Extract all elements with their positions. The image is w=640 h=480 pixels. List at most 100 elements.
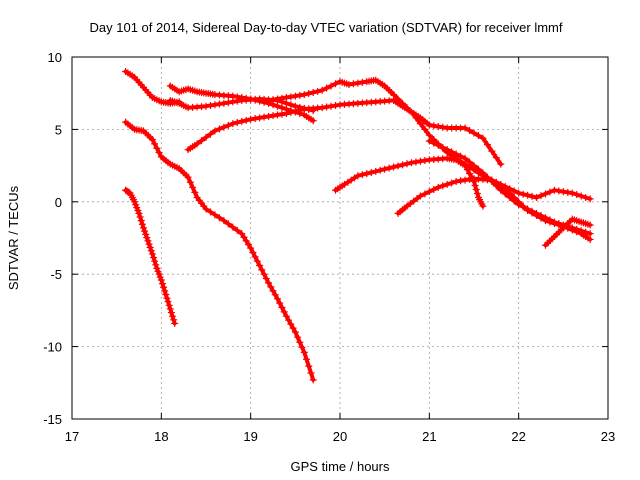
data-point-marker [242, 116, 250, 124]
data-point-marker [349, 80, 357, 88]
data-point-marker [211, 101, 219, 109]
data-point-marker [151, 257, 159, 265]
data-point-marker [273, 111, 281, 119]
data-point-marker [251, 115, 259, 123]
data-point-marker [249, 248, 257, 256]
data-point-marker [215, 214, 223, 222]
data-point-marker [198, 137, 206, 145]
data-point-marker [439, 144, 447, 151]
data-point-marker [202, 133, 210, 141]
data-point-marker [430, 185, 438, 193]
data-point-marker [265, 112, 273, 120]
data-point-marker [251, 253, 259, 261]
data-point-marker [160, 283, 168, 291]
data-point-marker [169, 312, 176, 320]
data-point-marker [184, 173, 192, 181]
data-point-marker [559, 188, 567, 196]
data-point-marker [224, 99, 232, 107]
data-point-marker [191, 188, 199, 196]
axis-ticks: 17 18 19 20 21 22 23 -15 -10 -5 0 5 10 [43, 50, 615, 444]
data-point-marker [416, 192, 424, 200]
data-point-marker [271, 291, 279, 299]
data-point-marker [206, 208, 214, 216]
data-point-marker [282, 312, 290, 320]
data-point-marker [309, 376, 317, 384]
data-point-marker [483, 173, 491, 181]
data-point-marker [139, 224, 147, 232]
data-point-marker [448, 148, 456, 156]
data-point-marker [151, 140, 159, 148]
data-point-marker [305, 90, 313, 98]
data-point-marker [305, 362, 313, 370]
data-point-marker [412, 114, 420, 122]
data-point-marker [258, 266, 266, 274]
data-point-marker [189, 183, 197, 191]
data-point-marker [586, 195, 594, 203]
data-point-marker [394, 162, 402, 170]
x-tick-label: 21 [422, 429, 436, 444]
data-point-marker [457, 177, 465, 185]
data-point-marker [533, 193, 541, 201]
data-point-marker [256, 114, 264, 122]
data-point-marker [519, 203, 527, 211]
data-point-marker [577, 227, 585, 235]
x-tick-label: 19 [243, 429, 257, 444]
data-point-marker [443, 146, 451, 154]
data-point-marker [298, 343, 306, 351]
data-point-marker [515, 201, 523, 209]
data-point-marker [568, 189, 576, 197]
data-point-marker [165, 301, 173, 309]
data-point-marker [332, 102, 340, 110]
data-point-marker [289, 324, 297, 332]
data-point-marker [291, 92, 299, 100]
data-point-marker [296, 338, 304, 346]
data-point-marker [528, 207, 536, 215]
data-point-marker [202, 205, 210, 213]
data-point-marker [155, 149, 163, 157]
data-point-marker [434, 123, 442, 131]
data-point-marker [577, 192, 585, 200]
data-point-marker [461, 176, 469, 184]
data-point-marker [327, 82, 335, 90]
data-point-marker [287, 101, 295, 109]
data-point-marker [555, 220, 563, 228]
data-point-marker [573, 191, 581, 199]
data-point-marker [332, 80, 340, 88]
data-point-marker [162, 290, 170, 298]
data-point-marker [385, 164, 393, 172]
data-point-marker [145, 240, 153, 248]
data-point-marker [267, 283, 275, 291]
data-point-marker [452, 178, 460, 186]
data-point-marker [439, 123, 447, 131]
data-point-marker [510, 187, 518, 195]
data-point-marker [537, 192, 545, 200]
data-point-marker [470, 129, 478, 137]
data-point-marker [390, 91, 398, 99]
data-point-marker [533, 209, 541, 217]
data-point-marker [354, 79, 362, 87]
data-point-marker [425, 137, 433, 145]
data-point-marker [434, 141, 442, 149]
data-point-marker [461, 124, 469, 132]
data-point-marker [327, 102, 335, 110]
data-point-marker [421, 125, 429, 133]
series-arc-4 [184, 96, 505, 168]
data-point-marker [314, 87, 322, 95]
data-point-marker [238, 117, 246, 125]
data-point-marker [524, 205, 532, 213]
data-point-marker [146, 243, 154, 251]
data-point-marker [448, 179, 456, 187]
data-point-marker [296, 91, 304, 99]
data-point-marker [421, 157, 429, 165]
x-tick-label: 23 [601, 429, 615, 444]
data-point-marker [425, 188, 433, 196]
x-axis-label: GPS time / hours [291, 459, 390, 474]
data-point-marker [425, 121, 433, 129]
data-series [122, 67, 594, 384]
data-point-marker [282, 94, 290, 102]
data-point-marker [510, 197, 518, 205]
data-point-marker [211, 127, 219, 135]
data-point-marker [506, 193, 514, 201]
data-point-marker [412, 158, 420, 166]
